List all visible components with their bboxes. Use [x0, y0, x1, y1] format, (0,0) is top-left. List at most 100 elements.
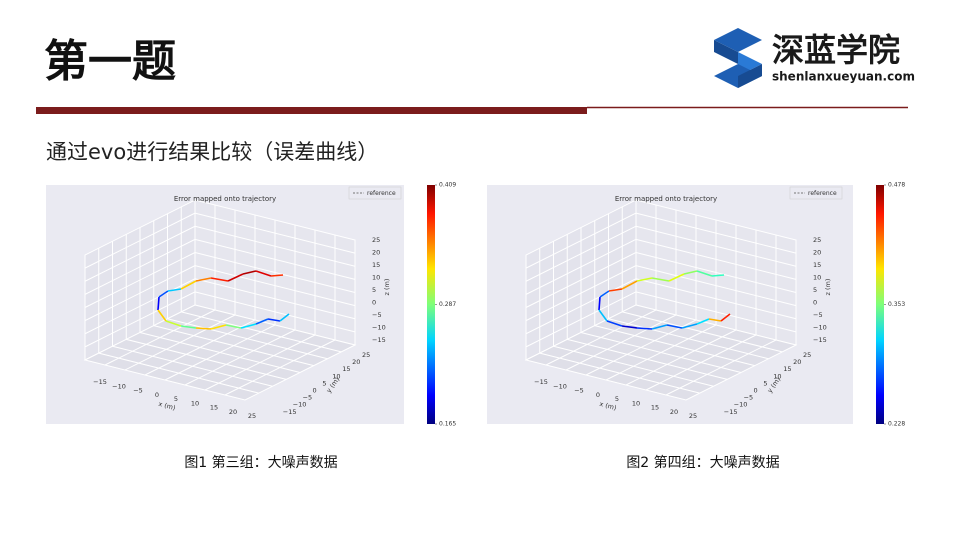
- y-tick-label: 15: [783, 365, 791, 373]
- pane-grid: [525, 252, 637, 308]
- trajectory-segment: [708, 318, 722, 322]
- x-tick-label: 10: [632, 399, 640, 407]
- pane-grid: [139, 332, 301, 373]
- trajectory-segment: [195, 277, 212, 282]
- title-bar: [36, 107, 587, 114]
- x-tick-label: 5: [174, 395, 178, 403]
- trajectory-segment: [180, 325, 197, 329]
- trajectory-segment: [636, 277, 653, 282]
- trajectory-segment: [195, 327, 212, 330]
- z-tick-label: 20: [813, 249, 821, 257]
- legend-label: reference: [808, 190, 837, 197]
- y-tick-label: −5: [744, 394, 754, 402]
- x-tick-label: −10: [112, 382, 126, 390]
- trajectory-segment: [599, 290, 610, 298]
- plot-title: Error mapped onto trajectory: [174, 195, 276, 203]
- x-tick-label: 15: [651, 404, 659, 412]
- z-tick-label: 0: [813, 299, 817, 307]
- trajectory-segment: [720, 313, 731, 322]
- x-tick-label: 20: [229, 408, 237, 416]
- pane-grid: [181, 311, 342, 353]
- x-tick-label: 20: [670, 408, 678, 416]
- pane-grid: [224, 339, 336, 396]
- y-tick-label: −10: [734, 401, 748, 409]
- colorbar-tick-label: 0.478: [888, 182, 905, 189]
- z-axis-label: z (m): [824, 279, 832, 296]
- y-tick-label: 0: [754, 387, 758, 395]
- pane-grid: [525, 225, 637, 282]
- logo-url: shenlanxueyuan.com: [772, 70, 915, 84]
- y-tick-label: 15: [342, 365, 350, 373]
- pane-grid: [194, 212, 356, 254]
- logo-name: 深蓝学院: [772, 31, 900, 69]
- x-tick-label: −10: [553, 382, 567, 390]
- pane-grid: [645, 334, 757, 391]
- trajectory-segment: [227, 273, 244, 282]
- trajectory-segment: [225, 324, 242, 329]
- trajectory-segment: [606, 320, 623, 327]
- z-tick-label: 5: [372, 286, 376, 294]
- trajectory-segment: [668, 273, 685, 282]
- trajectory-segment: [270, 274, 284, 277]
- x-tick-label: 0: [155, 391, 159, 399]
- x-tick-label: 15: [210, 404, 218, 412]
- y-tick-label: −15: [724, 408, 738, 416]
- pane-grid: [194, 252, 356, 293]
- figure-caption: 图1 第三组：大噪声数据: [184, 454, 337, 471]
- trajectory-segment: [696, 318, 710, 325]
- y-tick-label: 10: [773, 372, 781, 380]
- y-tick-label: 0: [313, 387, 317, 395]
- z-tick-label: 15: [372, 261, 380, 269]
- y-tick-label: −15: [283, 408, 297, 416]
- pane-grid: [608, 318, 769, 360]
- z-tick-label: 10: [813, 274, 821, 282]
- x-tick-label: 10: [191, 399, 199, 407]
- colorbar-tick-label: 0.165: [439, 421, 456, 428]
- pane-grid: [665, 339, 777, 396]
- trajectory-segment: [267, 318, 281, 322]
- trajectory-segment: [636, 327, 653, 330]
- pane-grid: [167, 318, 328, 360]
- figure: Error mapped onto trajectoryreference252…: [46, 185, 404, 424]
- trajectory-segment: [651, 277, 670, 282]
- trajectory-segment: [683, 270, 698, 275]
- z-tick-label: −5: [372, 311, 382, 319]
- trajectory-segment: [621, 325, 638, 329]
- y-tick-label: −5: [303, 394, 313, 402]
- figure-caption: 图2 第四组：大噪声数据: [626, 454, 779, 471]
- y-tick-label: 20: [352, 358, 360, 366]
- x-tick-label: 25: [248, 412, 256, 420]
- y-tick-label: 25: [362, 351, 370, 359]
- trajectory-segment: [210, 277, 229, 282]
- z-tick-label: −10: [372, 324, 386, 332]
- trajectory-segment: [598, 309, 608, 322]
- pane-grid: [84, 212, 196, 269]
- z-tick-label: −5: [813, 311, 823, 319]
- pane-grid: [635, 225, 797, 267]
- colorbar-tick-label: 0.353: [888, 301, 905, 308]
- pane-grid: [194, 238, 356, 280]
- logo-mark: [714, 28, 762, 88]
- pane-grid: [635, 252, 797, 293]
- x-tick-label: 5: [615, 395, 619, 403]
- pane-grid: [84, 252, 196, 308]
- trajectory-segment: [157, 309, 167, 322]
- colorbar: 0.409 0.287 0.165: [427, 182, 456, 428]
- colorbar-tick-label: 0.287: [439, 301, 456, 308]
- pane-grid: [625, 329, 737, 386]
- z-axis-label: z (m): [383, 279, 391, 296]
- pane-grid: [84, 225, 196, 282]
- legend-box: [789, 186, 843, 200]
- x-tick-label: 0: [596, 391, 600, 399]
- z-tick-label: −15: [813, 336, 827, 344]
- trajectory-segment: [167, 288, 182, 292]
- x-tick-label: −15: [534, 378, 548, 386]
- colorbar-fill: [427, 185, 435, 424]
- trajectory-segment: [255, 318, 269, 325]
- trajectory-segment: [210, 324, 227, 330]
- colorbar-tick-label: 0.228: [888, 421, 905, 428]
- pane-grid: [84, 238, 196, 295]
- y-tick-label: 25: [803, 351, 811, 359]
- trajectory-segment: [651, 324, 668, 330]
- y-tick-label: 20: [793, 358, 801, 366]
